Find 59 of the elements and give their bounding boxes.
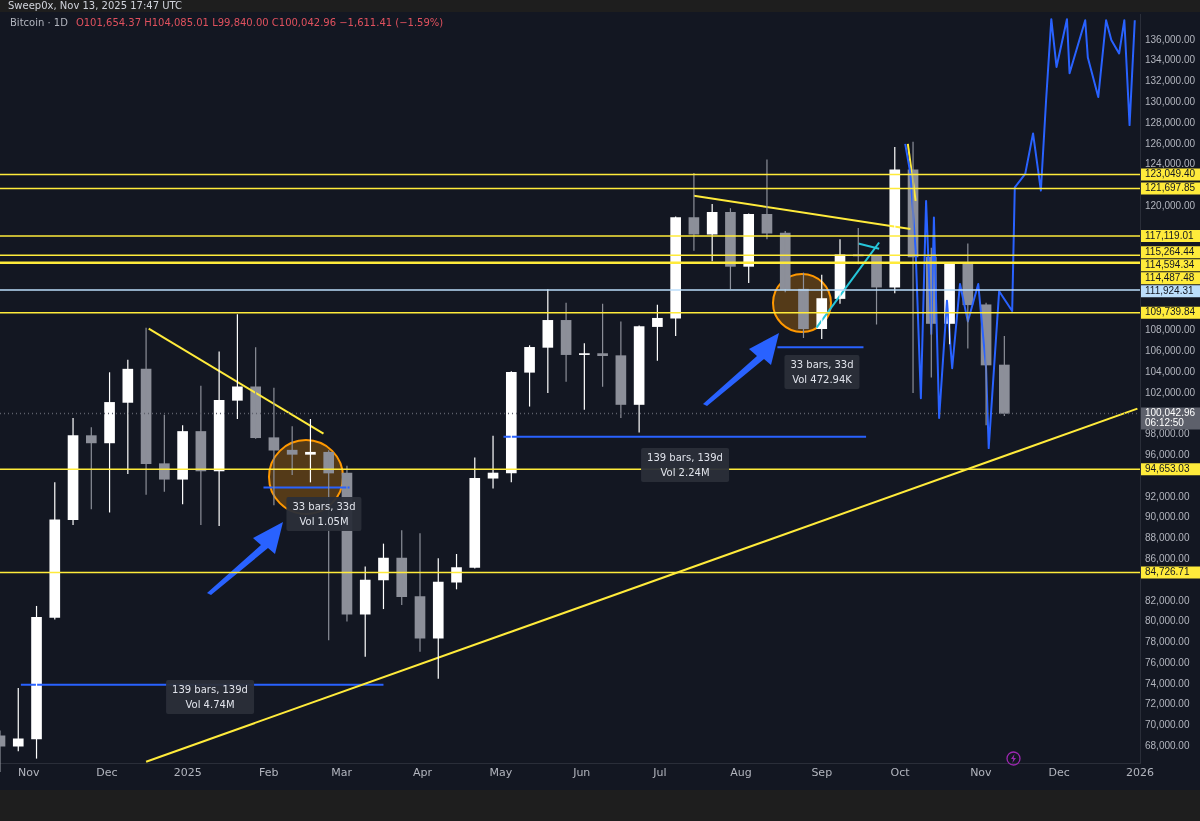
x-tick-label: Jun bbox=[572, 766, 591, 780]
x-tick-label: Dec bbox=[96, 766, 118, 780]
y-tick-label: 106,000.00 bbox=[1145, 345, 1196, 357]
y-tick-label: 76,000.00 bbox=[1145, 656, 1190, 668]
y-tick-label: 128,000.00 bbox=[1145, 116, 1196, 128]
y-tick-label: 80,000.00 bbox=[1145, 615, 1190, 627]
annotation: 33 bars, 33d Vol 1.05M bbox=[286, 497, 362, 531]
ref-line-label: 94,653.03 bbox=[1145, 463, 1190, 475]
x-tick-label: Nov bbox=[17, 766, 40, 780]
y-tick-label: 92,000.00 bbox=[1145, 490, 1190, 502]
x-tick-label: Apr bbox=[413, 766, 433, 780]
y-tick-label: 78,000.00 bbox=[1145, 636, 1190, 648]
y-tick-label: 104,000.00 bbox=[1145, 366, 1196, 378]
y-tick-label: 82,000.00 bbox=[1145, 594, 1190, 606]
y-tick-label: 72,000.00 bbox=[1145, 698, 1190, 710]
y-tick-label: 130,000.00 bbox=[1145, 96, 1196, 108]
y-tick-label: 68,000.00 bbox=[1145, 739, 1190, 751]
y-tick-label: 136,000.00 bbox=[1145, 33, 1196, 45]
ref-line-label: 109,739.84 bbox=[1145, 306, 1196, 318]
y-tick-label: 86,000.00 bbox=[1145, 552, 1190, 564]
y-tick-label: 126,000.00 bbox=[1145, 137, 1196, 149]
y-tick-label: 96,000.00 bbox=[1145, 449, 1190, 461]
y-tick-label: 102,000.00 bbox=[1145, 386, 1196, 398]
y-tick-label: 120,000.00 bbox=[1145, 199, 1196, 211]
x-tick-label: 2025 bbox=[173, 766, 202, 780]
y-tick-label: 132,000.00 bbox=[1145, 75, 1196, 87]
y-tick-label: 88,000.00 bbox=[1145, 532, 1190, 544]
y-tick-label: 98,000.00 bbox=[1145, 428, 1190, 440]
x-tick-label: Mar bbox=[331, 766, 353, 780]
x-tick-label: Oct bbox=[890, 766, 911, 780]
y-tick-label: 134,000.00 bbox=[1145, 54, 1196, 66]
x-tick-label: Sep bbox=[811, 766, 833, 780]
x-tick-label: Jul bbox=[652, 766, 667, 780]
x-tick-label: May bbox=[489, 766, 513, 780]
ref-line-label: 115,264.44 bbox=[1145, 246, 1195, 258]
x-tick-label: Aug bbox=[730, 766, 752, 780]
y-tick-label: 124,000.00 bbox=[1145, 158, 1196, 170]
ref-line-label: 84,726.71 bbox=[1145, 566, 1190, 578]
ref-line-label: 114,487.48 bbox=[1145, 272, 1195, 284]
x-tick-label: 2026 bbox=[1126, 766, 1154, 780]
ref-line-label: 100,042.96 06:12:50 bbox=[1145, 407, 1196, 429]
x-tick-label: Dec bbox=[1048, 766, 1070, 780]
y-tick-label: 90,000.00 bbox=[1145, 511, 1190, 523]
annotation: 139 bars, 139d Vol 2.24M bbox=[641, 448, 729, 482]
chart-title: Bitcoin · 1D bbox=[10, 17, 68, 28]
y-tick-label: 74,000.00 bbox=[1145, 677, 1190, 689]
x-tick-label: Nov bbox=[970, 766, 993, 780]
ref-line-label: 114,594.34 bbox=[1145, 259, 1195, 271]
ref-line-label: 121,697.85 bbox=[1145, 182, 1196, 194]
y-tick-label: 108,000.00 bbox=[1145, 324, 1196, 336]
ref-line-label: 111,924.31 bbox=[1145, 285, 1194, 297]
ref-line-label: 123,049.40 bbox=[1145, 168, 1196, 180]
annotation: 33 bars, 33d Vol 472.94K bbox=[784, 355, 860, 389]
ref-line-label: 117,119.01 bbox=[1145, 229, 1194, 241]
chart-subtitle: O101,654.37 H104,085.01 L99,840.00 C100,042.96 −1,611.41 (−1.59%) bbox=[75, 17, 444, 28]
text: Sweep0x, Nov 13, 2025 17:47 UTC bbox=[8, 0, 183, 11]
x-tick-label: Feb bbox=[258, 766, 279, 780]
y-tick-label: 70,000.00 bbox=[1145, 719, 1190, 731]
annotation: 139 bars, 139d Vol 4.74M bbox=[166, 680, 254, 714]
